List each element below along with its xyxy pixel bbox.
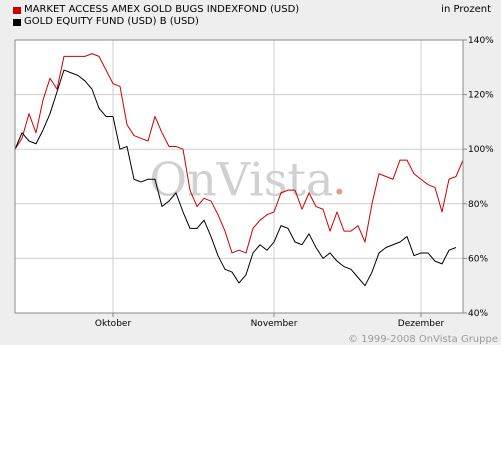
legend-item-gold-equity: GOLD EQUITY FUND (USD) B (USD) <box>13 16 299 28</box>
legend-label-gold-bugs: MARKET ACCESS AMEX GOLD BUGS INDEXFOND (… <box>24 4 300 15</box>
legend-swatch-red <box>13 6 21 14</box>
x-tick-label: Dezember <box>398 319 445 329</box>
watermark-dot <box>336 188 343 195</box>
y-tick-label: 140% <box>468 36 494 46</box>
y-tick-label: 40% <box>468 309 488 319</box>
y-tick-label: 80% <box>468 200 488 210</box>
x-tick-label: November <box>251 319 298 329</box>
plot-area <box>15 40 463 313</box>
line-chart: 140% 120% 100% 80% 60% 40% Oktober November Deze… <box>14 36 494 329</box>
legend: MARKET ACCESS AMEX GOLD BUGS INDEXFOND (… <box>13 4 299 28</box>
copyright-notice: © 1999-2008 OnVista Gruppe <box>348 334 498 345</box>
series-line-gold-bugs <box>14 53 464 254</box>
y-axis-unit-label: in Prozent <box>441 4 491 15</box>
y-tick-label: 100% <box>468 145 494 155</box>
onvista-watermark: OnVista <box>149 153 333 207</box>
series-line-gold-equity <box>14 69 457 287</box>
legend-item-gold-bugs: MARKET ACCESS AMEX GOLD BUGS INDEXFOND (… <box>13 4 299 16</box>
legend-label-gold-equity: GOLD EQUITY FUND (USD) B (USD) <box>24 16 199 27</box>
x-tick-label: Oktober <box>95 319 132 329</box>
y-tick-label: 60% <box>468 254 488 264</box>
plot-border <box>14 39 464 314</box>
y-tick-label: 120% <box>468 91 494 101</box>
legend-swatch-black <box>13 18 21 26</box>
